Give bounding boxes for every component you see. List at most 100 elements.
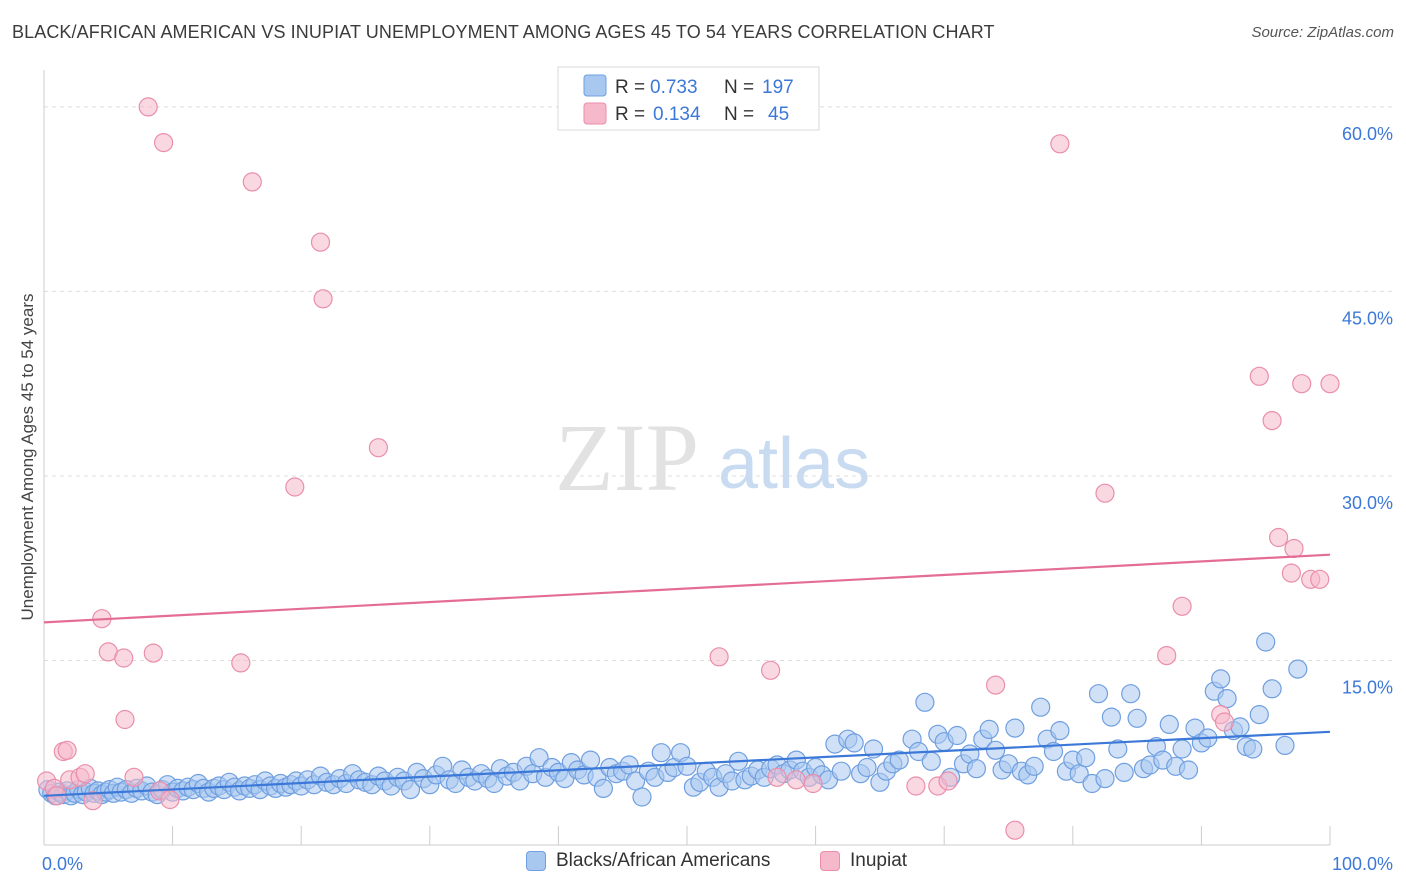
point-blue-91	[529, 748, 549, 768]
point-blue-205	[1275, 735, 1295, 756]
point-pink-42	[1262, 411, 1282, 431]
x-tick-label-left: 0.0%	[42, 854, 83, 874]
point-blue-142	[857, 757, 877, 778]
point-pink-19	[231, 653, 251, 673]
point-pink-18	[160, 789, 180, 810]
point-pink-30	[906, 776, 926, 796]
point-blue-175	[1076, 748, 1096, 768]
point-blue-188	[1159, 714, 1179, 735]
point-pink-38	[1172, 596, 1192, 616]
point-blue-99	[580, 750, 601, 770]
point-pink-13	[124, 767, 144, 787]
point-blue-206	[1288, 659, 1308, 679]
point-pink-29	[803, 773, 823, 794]
point-blue-180	[1108, 739, 1128, 759]
point-blue-164	[1005, 718, 1025, 738]
gridlines	[44, 106, 1395, 661]
y-tick-label-60: 60.0%	[1342, 124, 1393, 144]
legend-n-label-2: N =	[724, 104, 754, 125]
point-blue-107	[632, 787, 652, 807]
legend-n-label-1: N =	[724, 77, 754, 98]
point-pink-8	[83, 791, 103, 811]
point-pink-15	[143, 643, 163, 663]
point-pink-24	[368, 438, 388, 458]
point-blue-150	[915, 692, 935, 712]
point-pink-44	[1281, 563, 1302, 583]
x-tick-label-right: 100.0%	[1332, 854, 1393, 874]
legend-swatch-blacks	[526, 851, 546, 871]
point-pink-28	[786, 770, 806, 790]
point-blue-202	[1249, 704, 1269, 725]
point-pink-32	[938, 771, 958, 791]
point-pink-12	[115, 709, 135, 730]
y-tick-label-30: 30.0%	[1342, 493, 1393, 513]
chart-title: BLACK/AFRICAN AMERICAN VS INUPIAT UNEMPL…	[12, 22, 995, 42]
point-blue-114	[677, 756, 697, 776]
series-legend: Blacks/African Americans Inupiat	[0, 850, 1406, 880]
point-blue-191	[1178, 760, 1199, 780]
point-pink-35	[1050, 134, 1070, 154]
point-blue-101	[593, 778, 614, 799]
point-blue-203	[1256, 632, 1276, 652]
point-pink-22	[310, 232, 331, 252]
legend-swatch-pink	[583, 102, 607, 125]
point-blue-161	[985, 740, 1006, 760]
legend-r-value-2: 0.134	[653, 104, 701, 125]
point-blue-138	[831, 761, 851, 781]
point-pink-4	[57, 740, 77, 760]
trend-line-pink	[43, 553, 1331, 624]
point-pink-21	[285, 477, 305, 497]
legend-label-inupiat: Inupiat	[850, 850, 908, 871]
point-pink-33	[985, 675, 1006, 695]
watermark-zip: ZIP	[555, 404, 699, 511]
watermark: ZIP atlas	[555, 404, 870, 511]
point-blue-71	[400, 779, 421, 800]
point-pink-11	[114, 648, 134, 668]
point-pink-23	[313, 289, 333, 309]
point-blue-197	[1217, 688, 1237, 709]
trend-lines	[43, 553, 1331, 797]
point-blue-181	[1114, 762, 1134, 783]
point-blue-147	[889, 750, 909, 770]
point-pink-46	[1292, 374, 1312, 394]
point-blue-201	[1243, 739, 1263, 759]
point-pink-36	[1095, 483, 1115, 503]
legend-n-value-2: 45	[768, 104, 789, 125]
point-blue-155	[947, 725, 967, 746]
point-pink-20	[242, 172, 262, 192]
y-axis-label: Unemployment Among Ages 45 to 54 years	[18, 294, 37, 621]
point-pink-27	[767, 767, 787, 787]
legend-item-inupiat: Inupiat	[820, 850, 907, 872]
point-blue-167	[1024, 756, 1044, 776]
point-blue-204	[1262, 679, 1282, 699]
legend-n-value-1: 197	[762, 77, 794, 98]
point-blue-160	[979, 719, 999, 740]
point-pink-26	[760, 660, 781, 680]
trend-line-blue	[43, 730, 1331, 797]
point-pink-45	[1284, 538, 1304, 559]
y-tick-labels: 15.0% 30.0% 45.0% 60.0%	[1342, 124, 1393, 698]
point-blue-110	[651, 743, 671, 763]
axes	[43, 70, 1331, 846]
point-pink-37	[1157, 645, 1177, 666]
point-blue-190	[1172, 739, 1192, 759]
point-blue-171	[1050, 720, 1070, 741]
legend-swatch-blue	[583, 74, 607, 97]
point-blue-179	[1101, 707, 1122, 727]
point-blue-151	[921, 751, 941, 771]
point-blue-182	[1121, 684, 1141, 704]
point-blue-105	[619, 755, 639, 775]
point-blue-168	[1031, 697, 1051, 717]
legend-r-value-1: 0.733	[650, 77, 698, 98]
point-pink-41	[1249, 366, 1269, 386]
legend-label-blacks: Blacks/African Americans	[556, 850, 771, 871]
legend-item-blacks: Blacks/African Americans	[526, 850, 770, 872]
correlation-legend: R = 0.733 N = 197 R = 0.134 N = 45	[557, 66, 820, 131]
point-pink-49	[1320, 374, 1340, 394]
legend-r-label-1: R =	[615, 77, 645, 98]
y-tick-label-15: 15.0%	[1342, 677, 1393, 697]
legend-swatch-inupiat	[820, 851, 840, 871]
y-tick-label-45: 45.0%	[1342, 308, 1393, 328]
point-blue-170	[1043, 741, 1064, 762]
